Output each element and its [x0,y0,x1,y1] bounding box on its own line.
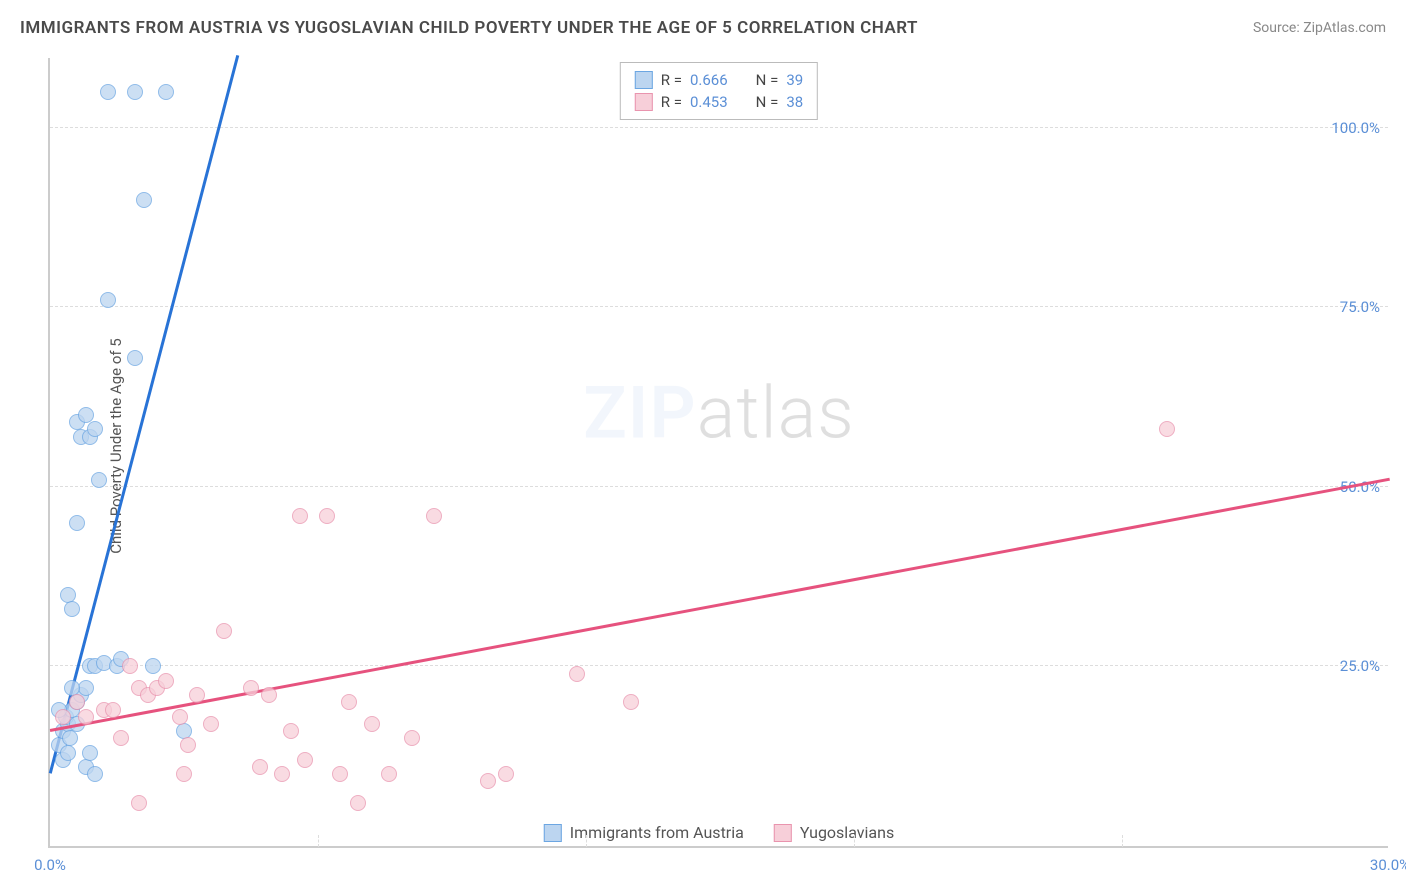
data-point-yugoslavians [274,766,290,782]
series-name: Yugoslavians [800,823,894,842]
x-minor-tick [318,835,319,847]
data-point-yugoslavians [180,737,196,753]
data-point-yugoslavians [55,709,71,725]
title-bar: IMMIGRANTS FROM AUSTRIA VS YUGOSLAVIAN C… [20,18,1386,38]
data-point-yugoslavians [498,766,514,782]
data-point-yugoslavians [243,680,259,696]
data-point-yugoslavians [203,716,219,732]
watermark: ZIPatlas [583,370,855,455]
data-point-austria [64,601,80,617]
data-point-yugoslavians [341,694,357,710]
stats-legend-row-yugoslavians: R = 0.453 N = 38 [635,91,803,113]
x-minor-tick [586,835,587,847]
data-point-austria [127,84,143,100]
data-point-yugoslavians [297,752,313,768]
n-value: 39 [786,71,803,89]
data-point-yugoslavians [172,709,188,725]
n-value: 38 [786,93,803,111]
source-label: Source: ZipAtlas.com [1253,20,1386,36]
data-point-yugoslavians [319,508,335,524]
data-point-yugoslavians [332,766,348,782]
plot-area: ZIPatlas R = 0.666 N = 39 R = 0.453 N = 38 Immi… [48,58,1388,848]
data-point-austria [136,192,152,208]
x-minor-tick [1122,835,1123,847]
data-point-austria [158,84,174,100]
legend-swatch [635,71,653,89]
data-point-yugoslavians [381,766,397,782]
data-point-austria [78,407,94,423]
series-legend: Immigrants from Austria Yugoslavians [544,823,894,842]
x-minor-tick [854,835,855,847]
series-legend-item-yugoslavians: Yugoslavians [774,823,894,842]
y-tick-label: 25.0% [1340,657,1380,675]
data-point-yugoslavians [78,709,94,725]
x-tick-label: 0.0% [34,856,66,874]
data-point-yugoslavians [426,508,442,524]
data-point-austria [127,350,143,366]
gridline-h [50,306,1388,307]
data-point-yugoslavians [216,623,232,639]
data-point-yugoslavians [131,795,147,811]
r-value: 0.666 [690,71,728,89]
gridline-h [50,486,1388,487]
data-point-yugoslavians [364,716,380,732]
data-point-yugoslavians [105,702,121,718]
data-point-austria [87,421,103,437]
data-point-yugoslavians [261,687,277,703]
data-point-austria [145,658,161,674]
legend-swatch [544,824,562,842]
gridline-h [50,127,1388,128]
data-point-yugoslavians [122,658,138,674]
gridline-h [50,665,1388,666]
chart-title: IMMIGRANTS FROM AUSTRIA VS YUGOSLAVIAN C… [20,18,918,38]
data-point-yugoslavians [292,508,308,524]
watermark-rest: atlas [697,370,855,455]
data-point-yugoslavians [176,766,192,782]
data-point-yugoslavians [623,694,639,710]
r-value: 0.453 [690,93,728,111]
data-point-yugoslavians [1159,421,1175,437]
data-point-austria [100,292,116,308]
data-point-yugoslavians [569,666,585,682]
data-point-austria [91,472,107,488]
data-point-yugoslavians [189,687,205,703]
data-point-yugoslavians [283,723,299,739]
legend-swatch [774,824,792,842]
data-point-yugoslavians [113,730,129,746]
data-point-austria [69,515,85,531]
y-tick-label: 75.0% [1340,298,1380,316]
watermark-bold: ZIP [583,370,696,455]
series-name: Immigrants from Austria [570,823,744,842]
data-point-yugoslavians [350,795,366,811]
x-tick-label: 30.0% [1370,856,1406,874]
data-point-austria [100,84,116,100]
y-tick-label: 100.0% [1331,119,1380,137]
r-label: R = [661,93,682,111]
legend-swatch [635,93,653,111]
stats-legend: R = 0.666 N = 39 R = 0.453 N = 38 [620,62,818,120]
data-point-yugoslavians [252,759,268,775]
r-label: R = [661,71,682,89]
data-point-austria [62,730,78,746]
stats-legend-row-austria: R = 0.666 N = 39 [635,69,803,91]
data-point-yugoslavians [69,694,85,710]
n-label: N = [756,93,779,111]
data-point-austria [82,745,98,761]
data-point-austria [87,766,103,782]
series-legend-item-austria: Immigrants from Austria [544,823,744,842]
n-label: N = [756,71,779,89]
correlation-chart: IMMIGRANTS FROM AUSTRIA VS YUGOSLAVIAN C… [0,0,1406,892]
data-point-yugoslavians [158,673,174,689]
data-point-yugoslavians [404,730,420,746]
data-point-austria [60,745,76,761]
data-point-yugoslavians [480,773,496,789]
